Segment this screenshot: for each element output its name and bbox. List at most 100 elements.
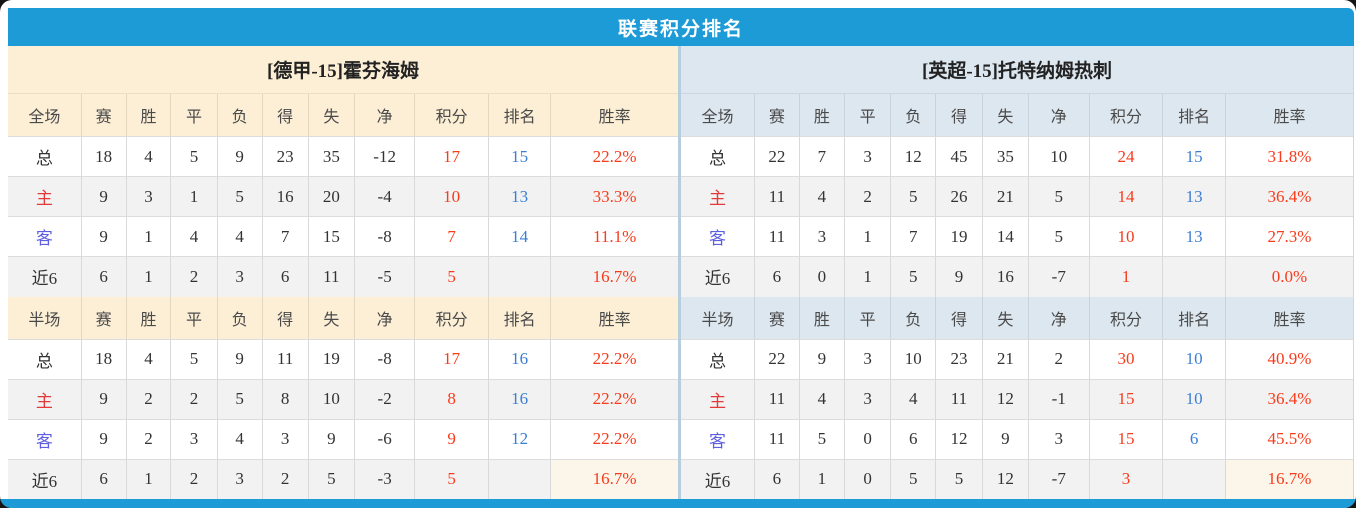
header-cell: 净	[1029, 296, 1090, 339]
stat-cell: 12	[936, 418, 983, 459]
stat-cell: 0.0%	[1225, 256, 1353, 296]
header-cell: 失	[982, 296, 1030, 339]
stat-cell: 14	[982, 216, 1030, 257]
stat-cell: 3	[171, 418, 218, 459]
header-cell: 负	[217, 296, 263, 339]
stat-cell: 3	[844, 136, 892, 177]
row-label-cell: 客	[681, 418, 755, 459]
stat-cell: 27.3%	[1225, 216, 1353, 256]
stat-cell: 11	[754, 378, 800, 419]
stat-cell: 7	[262, 216, 309, 257]
table-row: 客 11 5 0 6 12 9 3 15 6 45.5%	[681, 418, 1353, 459]
header-cell: 失	[982, 94, 1030, 136]
stat-cell: 5	[1029, 216, 1090, 257]
stat-cell: 20	[308, 176, 355, 217]
stat-cell: 1	[1089, 256, 1164, 297]
stat-cell: 22	[754, 136, 800, 177]
table-row: 总 18 4 5 9 23 35 -12 17 15 22.2%	[8, 136, 678, 177]
header-cell: 胜率	[551, 296, 678, 339]
page-title-bar: 联赛积分排名	[8, 8, 1354, 46]
stat-cell: 45	[936, 136, 983, 177]
team-title: [英超-15]托特纳姆热刺	[681, 46, 1353, 94]
stat-cell: 3	[1089, 458, 1164, 499]
team-title: [德甲-15]霍芬海姆	[8, 46, 678, 94]
stat-cell: 12	[982, 378, 1030, 419]
stat-cell: 9	[81, 176, 127, 217]
header-cell: 胜	[799, 296, 845, 339]
header-cell: 负	[891, 94, 937, 136]
stat-cell: 2	[126, 418, 172, 459]
stat-cell: 3	[844, 338, 892, 379]
stat-cell: 5	[415, 256, 489, 297]
header-cell: 排名	[1163, 296, 1226, 339]
stat-cell: 5	[936, 458, 983, 499]
header-cell: 赛	[81, 296, 127, 339]
stat-cell: 19	[936, 216, 983, 257]
stat-cell: 24	[1089, 136, 1164, 177]
header-cell: 排名	[488, 94, 552, 136]
header-cell: 排名	[488, 296, 552, 339]
stat-cell: 10	[1163, 378, 1226, 419]
header-cell: 胜	[799, 94, 845, 136]
stat-cell: 10	[415, 176, 489, 217]
stat-cell: 13	[1163, 176, 1226, 217]
stat-cell: 5	[891, 256, 937, 297]
stat-cell: 6	[81, 458, 127, 499]
header-cell: 负	[217, 94, 263, 136]
stat-cell: 14	[488, 216, 552, 257]
stat-cell: 4	[217, 216, 263, 257]
stat-cell: 7	[799, 136, 845, 177]
stat-cell: 5	[1029, 176, 1090, 217]
header-cell: 净	[354, 94, 416, 136]
header-cell: 胜	[126, 94, 172, 136]
bottom-accent-bar	[0, 499, 1356, 508]
stat-cell: 1	[126, 216, 172, 257]
row-label-cell: 近6	[8, 458, 82, 499]
stat-cell: 6	[262, 256, 309, 297]
scope-header-cell: 半场	[8, 296, 82, 339]
team-panels: [德甲-15]霍芬海姆 全场赛胜平负得失净积分 排名 胜率总 18 4 5 9 23 35 -12…	[8, 46, 1354, 499]
stat-cell: 16.7%	[551, 256, 678, 296]
stat-cell: 11	[936, 378, 983, 419]
stat-cell: 15	[1163, 136, 1226, 177]
stat-cell: 22	[754, 338, 800, 379]
table-row: 半场赛胜平负得失净积分 排名 胜率	[8, 296, 678, 339]
header-cell: 得	[936, 296, 983, 339]
stat-cell: -8	[354, 338, 416, 379]
stat-cell: 6	[891, 418, 937, 459]
stat-cell: -6	[354, 418, 416, 459]
stat-cell: 4	[217, 418, 263, 459]
stat-cell: 15	[1089, 418, 1164, 459]
stat-cell: 15	[1089, 378, 1164, 419]
header-cell: 得	[936, 94, 983, 136]
table-row: 全场赛胜平负得失净积分 排名 胜率	[8, 94, 678, 136]
stat-cell: 8	[415, 378, 489, 419]
scope-header-cell: 全场	[8, 94, 82, 136]
stat-cell: 22.2%	[551, 338, 678, 379]
team-panel-tottenham: [英超-15]托特纳姆热刺 全场赛胜平负得失净积分 排名 胜率总 22 7 3 12 45 35…	[681, 46, 1354, 499]
stat-cell	[1163, 458, 1226, 499]
stat-cell: 4	[171, 216, 218, 257]
stat-cell: 26	[936, 176, 983, 217]
stat-cell: 1	[126, 256, 172, 297]
stat-cell: 1	[171, 176, 218, 217]
stat-cell: 6	[754, 256, 800, 297]
page-title: 联赛积分排名	[617, 18, 744, 40]
header-cell: 得	[262, 296, 309, 339]
fulltime-stats-table: 全场赛胜平负得失净积分 排名 胜率总 18 4 5 9 23 35 -12 17 15 22.2% 主 9 3…	[8, 94, 678, 297]
stat-cell: 5	[171, 136, 218, 177]
stat-cell	[488, 256, 552, 297]
header-cell: 胜率	[551, 94, 678, 136]
table-row: 客 9 1 4 4 7 15 -8 7 14 11.1%	[8, 216, 678, 257]
halftime-stats-table: 半场赛胜平负得失净积分 排名 胜率总 18 4 5 9 11 19 -8 17 16 22.2% 主 9 2 2…	[8, 296, 678, 499]
stat-cell: 5	[415, 458, 489, 499]
scope-header-cell: 全场	[681, 94, 755, 136]
row-label-cell: 主	[8, 176, 82, 217]
stat-cell: 8	[262, 378, 309, 419]
stat-cell: 23	[262, 136, 309, 177]
stat-cell: 17	[415, 338, 489, 379]
stat-cell: 3	[217, 458, 263, 499]
stat-cell: 4	[891, 378, 937, 419]
header-cell: 赛	[81, 94, 127, 136]
header-cell: 净	[1029, 94, 1090, 136]
